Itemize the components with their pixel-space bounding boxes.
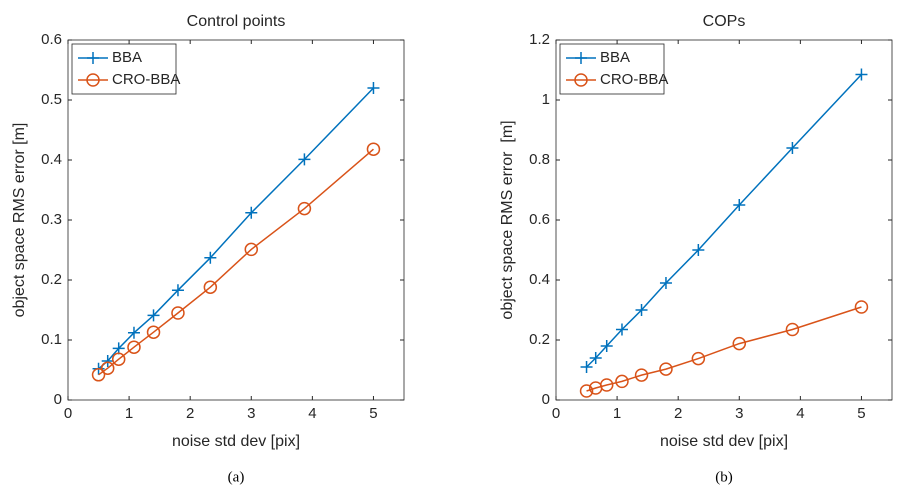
- marker: [171, 306, 185, 320]
- x-tick-label: 4: [308, 405, 316, 422]
- marker: [91, 368, 106, 382]
- chart-title: COPs: [703, 13, 746, 30]
- marker: [600, 340, 613, 352]
- x-axis-label: noise std dev [pix]: [660, 433, 788, 450]
- marker: [786, 142, 799, 154]
- marker: [854, 300, 869, 314]
- marker: [615, 323, 628, 336]
- marker: [691, 351, 706, 366]
- caption: (a): [228, 469, 245, 485]
- x-tick-label: 5: [369, 405, 377, 422]
- y-tick-label: 0: [54, 391, 62, 408]
- x-tick-label: 0: [64, 405, 72, 422]
- marker: [732, 336, 747, 351]
- legend-label: BBA: [112, 49, 142, 66]
- chart-title: Control points: [187, 13, 286, 30]
- x-tick-label: 3: [735, 405, 743, 422]
- y-tick-label: 0: [542, 391, 550, 408]
- x-tick-label: 4: [796, 405, 804, 422]
- marker: [101, 355, 114, 367]
- marker: [634, 368, 649, 382]
- x-tick-label: 2: [186, 405, 194, 422]
- marker: [855, 68, 868, 81]
- marker: [100, 361, 115, 375]
- marker: [298, 153, 311, 166]
- y-tick-label: 0.1: [41, 331, 62, 348]
- y-tick-label: 0.2: [41, 271, 62, 288]
- marker: [204, 251, 217, 264]
- x-tick-label: 1: [125, 405, 133, 422]
- series-line: [98, 87, 374, 370]
- marker: [171, 284, 184, 297]
- x-axis-label: noise std dev [pix]: [172, 433, 300, 450]
- marker: [659, 362, 673, 376]
- marker: [589, 352, 602, 364]
- marker: [245, 206, 258, 219]
- marker: [111, 352, 126, 366]
- legend-marker: [574, 73, 588, 87]
- marker: [579, 384, 594, 398]
- legend-label: CRO-BBA: [600, 71, 668, 88]
- caption: (b): [715, 469, 733, 485]
- y-tick-label: 0.4: [529, 271, 550, 288]
- marker: [366, 142, 381, 156]
- y-tick-label: 1: [542, 91, 550, 108]
- y-tick-label: 0.5: [41, 91, 62, 108]
- series-line: [98, 148, 374, 376]
- marker: [733, 199, 746, 211]
- marker: [297, 201, 312, 216]
- marker: [635, 304, 648, 316]
- x-tick-label: 2: [674, 405, 682, 422]
- y-tick-label: 0.6: [529, 211, 550, 228]
- marker: [244, 242, 259, 257]
- marker: [692, 244, 705, 256]
- y-axis-label: object space RMS error [m]: [499, 120, 516, 319]
- x-tick-label: 3: [247, 405, 255, 422]
- x-tick-label: 5: [857, 405, 865, 422]
- marker: [146, 325, 161, 339]
- x-tick-label: 1: [613, 405, 621, 422]
- legend-label: BBA: [600, 49, 630, 66]
- legend-marker: [87, 52, 99, 64]
- y-tick-label: 0.6: [41, 31, 62, 48]
- marker: [659, 277, 672, 289]
- y-axis-label: object space RMS error [m]: [11, 123, 28, 318]
- legend-label: CRO-BBA: [112, 71, 180, 88]
- legend-marker: [86, 73, 100, 87]
- y-tick-label: 0.2: [529, 331, 550, 348]
- legend-marker: [575, 52, 587, 64]
- marker: [147, 309, 160, 322]
- x-tick-label: 0: [552, 405, 560, 422]
- marker: [127, 326, 140, 339]
- y-tick-label: 1.2: [529, 31, 550, 48]
- marker: [112, 342, 125, 355]
- y-tick-label: 0.3: [41, 211, 62, 228]
- plot-area: [67, 39, 405, 401]
- marker: [785, 322, 800, 337]
- y-tick-label: 0.4: [41, 151, 62, 168]
- y-tick-label: 0.8: [529, 151, 550, 168]
- marker: [367, 82, 380, 94]
- marker: [580, 361, 593, 373]
- marker: [615, 374, 629, 389]
- marker: [203, 280, 218, 294]
- series-line: [586, 73, 863, 368]
- marker: [599, 378, 614, 392]
- marker: [127, 340, 141, 354]
